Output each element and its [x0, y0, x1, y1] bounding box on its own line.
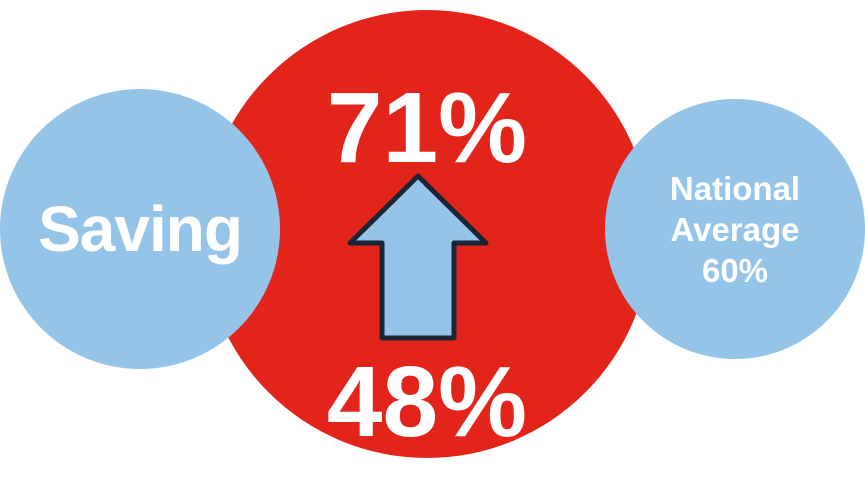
right-blue-circle [605, 99, 865, 359]
bottom-percentage: 48% [326, 346, 528, 458]
up-arrow-shape [347, 173, 489, 341]
left-blue-circle [0, 89, 280, 369]
national-average-label: National Average 60% [605, 99, 865, 359]
saving-label: Saving [38, 193, 243, 265]
national-average-line-1: National [669, 169, 801, 207]
national-average-value: 60% [701, 251, 769, 289]
national-average-line-2: Average [670, 210, 800, 248]
top-percentage: 71% [326, 72, 528, 184]
up-arrow-icon [343, 172, 493, 344]
